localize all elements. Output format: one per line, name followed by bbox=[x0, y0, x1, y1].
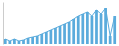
plot-area bbox=[4, 3, 117, 45]
y-axis bbox=[3, 3, 4, 45]
bar bbox=[59, 26, 62, 44]
bar bbox=[100, 14, 103, 44]
bar bbox=[63, 24, 66, 44]
marks bbox=[4, 8, 116, 44]
bar bbox=[68, 22, 71, 44]
bar bbox=[77, 16, 80, 44]
bar bbox=[36, 36, 39, 44]
bar bbox=[81, 14, 84, 44]
bar bbox=[31, 37, 34, 44]
bar bbox=[86, 12, 89, 44]
chart bbox=[0, 0, 119, 46]
y-axis-line bbox=[3, 3, 4, 45]
bar bbox=[95, 10, 98, 44]
bar bbox=[109, 36, 112, 44]
bar bbox=[40, 34, 43, 44]
bar bbox=[45, 32, 48, 44]
bar bbox=[54, 28, 57, 44]
bar bbox=[91, 16, 94, 44]
bar bbox=[72, 19, 75, 44]
bar bbox=[50, 30, 53, 44]
bars bbox=[4, 8, 116, 44]
line bbox=[5, 8, 114, 41]
